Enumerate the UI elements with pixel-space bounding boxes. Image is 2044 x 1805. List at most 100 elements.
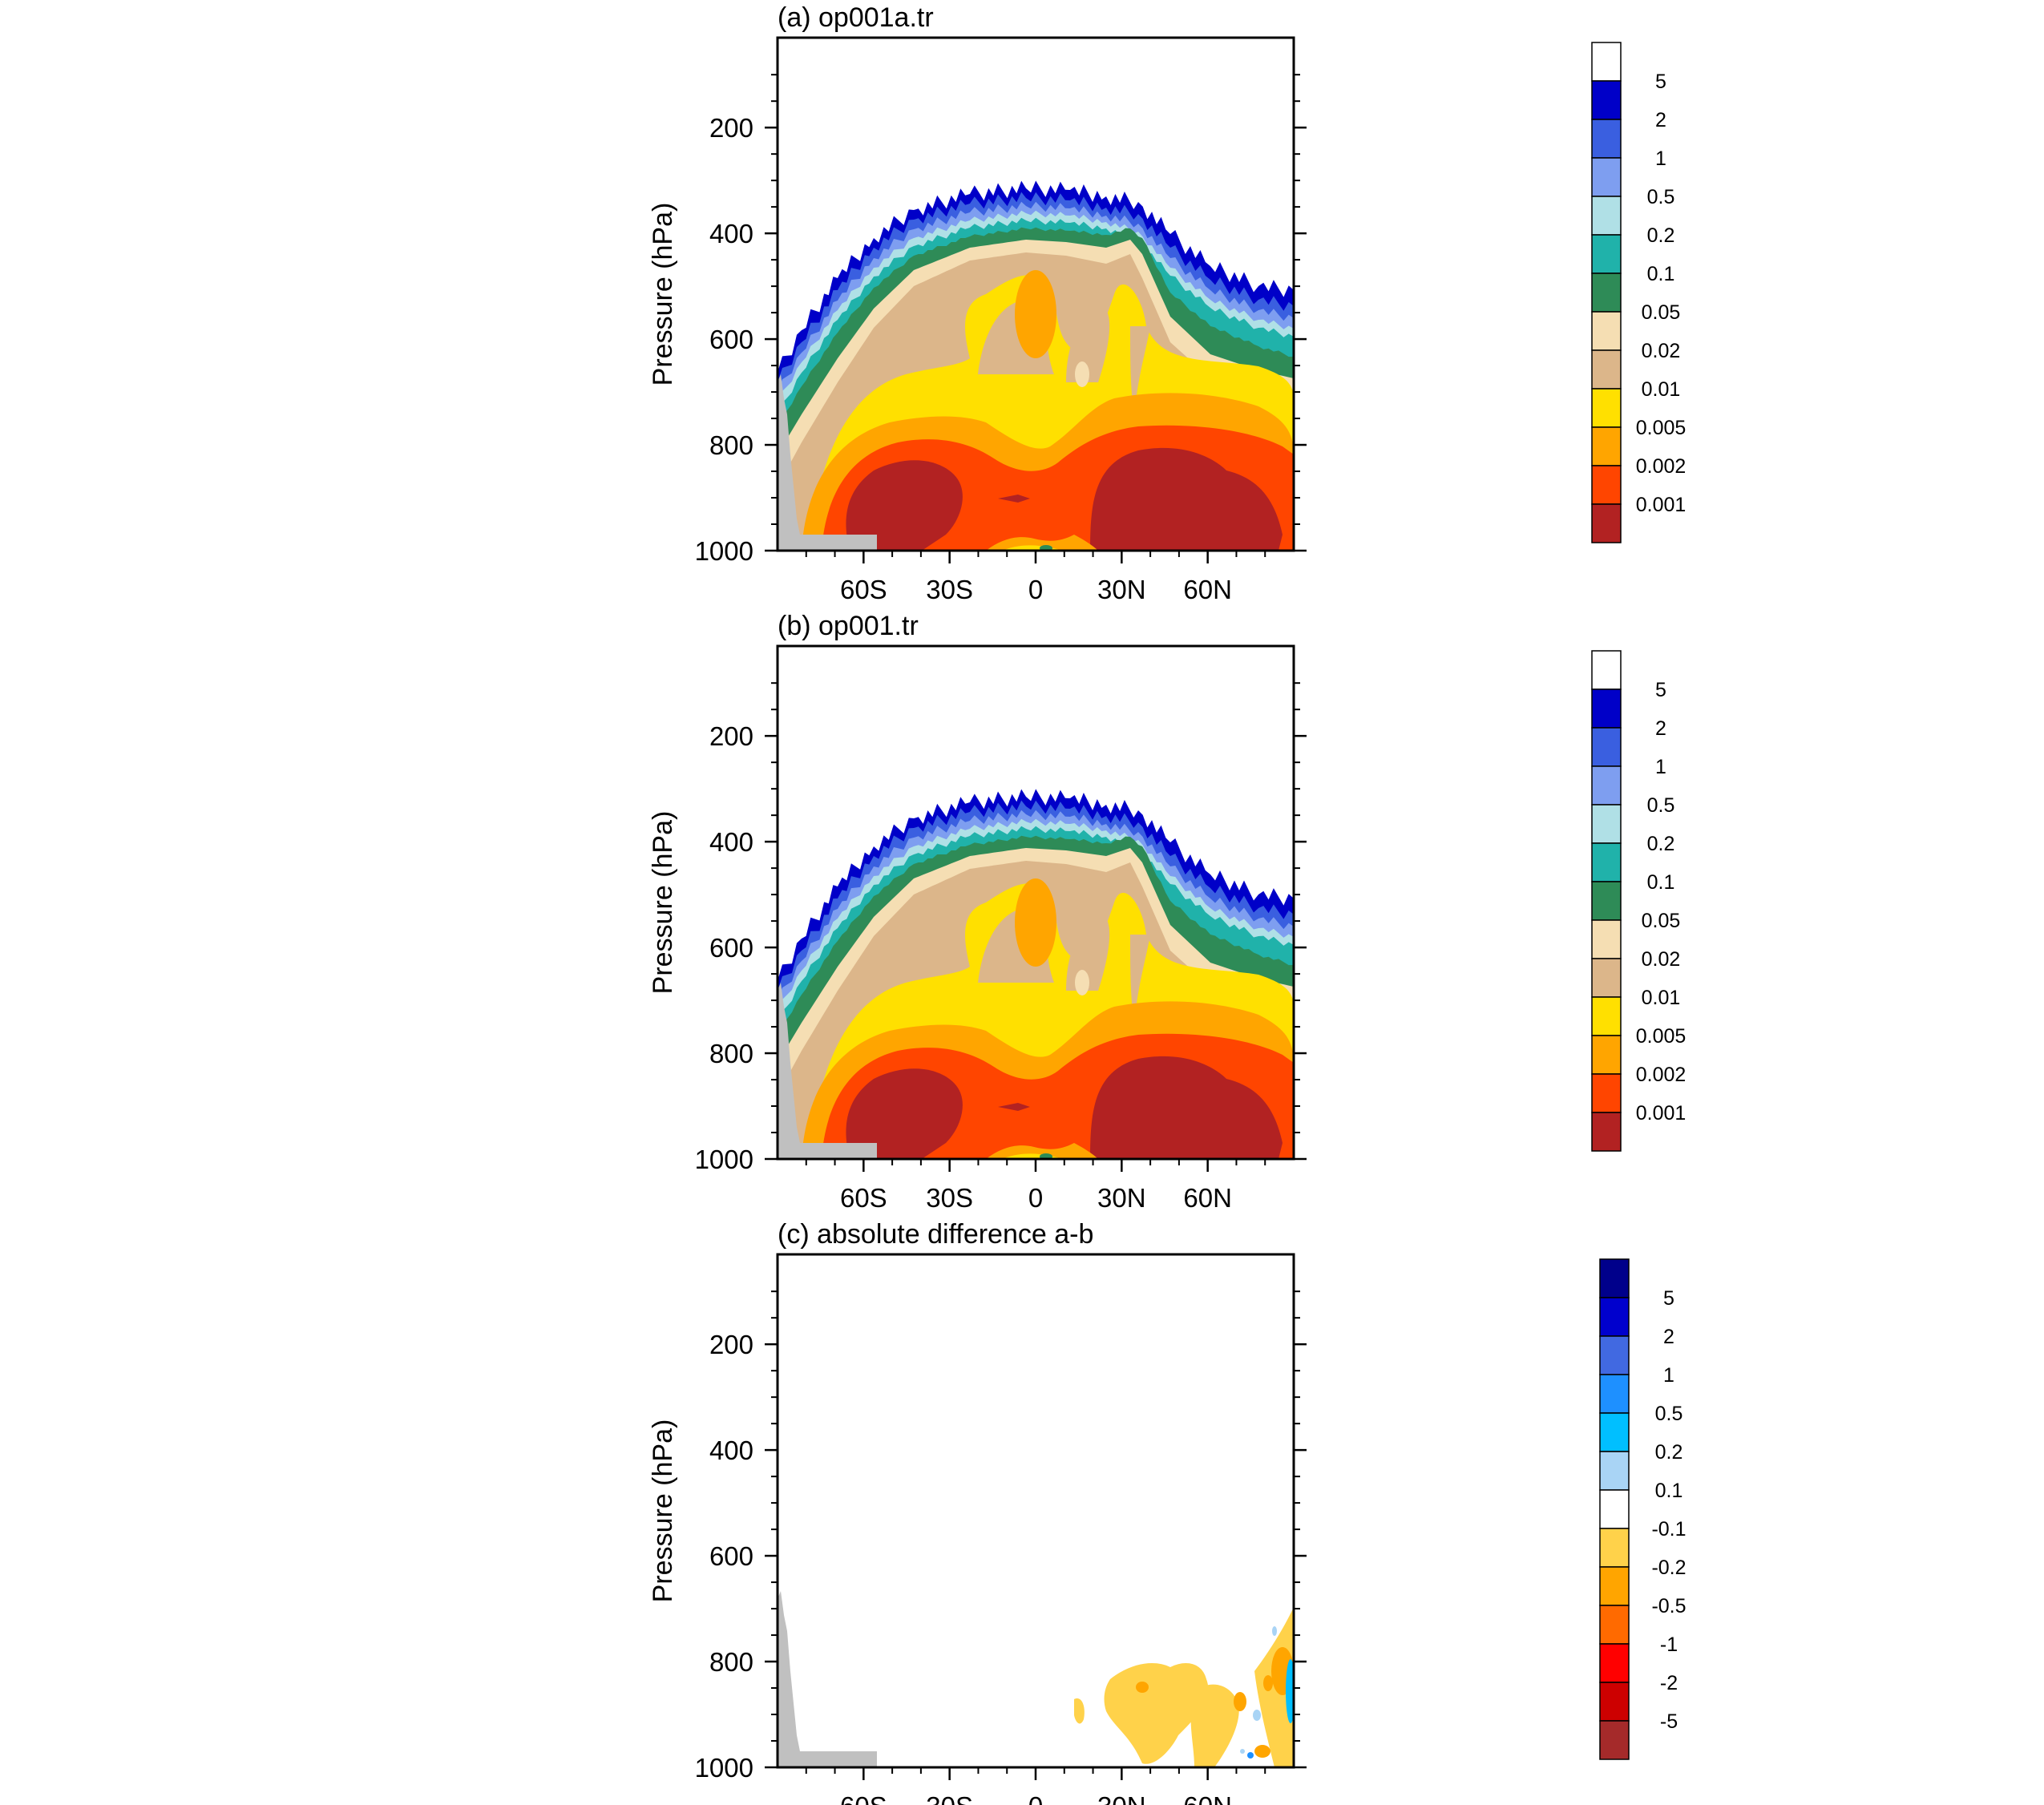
colorbar-box	[1591, 311, 1622, 351]
contour-band	[1066, 917, 1110, 991]
colorbar-label: 0.05	[1642, 910, 1681, 932]
colorbar: 5 2 1 0.5 0.2 0.1 0.05 0.02 0.01 0.005 0.002 0.001	[1591, 42, 1687, 543]
colorbar-label: 0.05	[1642, 301, 1681, 324]
contour-band	[1190, 1684, 1239, 1767]
colorbar-label: 5	[1655, 71, 1666, 93]
x-tick-label: 30S	[926, 1183, 973, 1213]
colorbar-box	[1591, 465, 1622, 505]
colorbar-label: 0.005	[1636, 417, 1687, 439]
x-tick-label: 60S	[840, 1791, 887, 1805]
colorbar-box	[1591, 650, 1622, 690]
colorbar-label: -5	[1660, 1710, 1678, 1733]
contour-band	[1040, 545, 1052, 551]
colorbar-box	[1599, 1297, 1630, 1337]
contour-band	[998, 1103, 1030, 1111]
x-tick-label: 0	[1028, 575, 1043, 604]
contour-band	[1040, 1153, 1052, 1159]
y-tick-label: 1000	[695, 536, 753, 566]
contour-band	[1254, 1745, 1270, 1758]
colorbar-label: 0.1	[1647, 263, 1675, 285]
contour-field	[778, 180, 1294, 551]
colorbar-label: 5	[1663, 1287, 1674, 1310]
colorbar-box	[1599, 1643, 1630, 1683]
x-tick-label: 30N	[1097, 1183, 1146, 1213]
colorbar-label: 0.5	[1647, 186, 1675, 208]
contour-band	[846, 1068, 963, 1159]
colorbar-label: 0.01	[1642, 378, 1681, 401]
contour-band	[1075, 361, 1089, 387]
colorbar-label: 0.2	[1647, 224, 1675, 247]
y-tick-label: 200	[709, 721, 753, 751]
contour-band	[846, 460, 963, 551]
x-tick-label: 30N	[1097, 1791, 1146, 1805]
x-tick-label: 60N	[1183, 1791, 1232, 1805]
colorbar-box	[1591, 196, 1622, 236]
axes: 200 400 600 800 1000 60S 30S 0 30N 60N	[695, 644, 1307, 1213]
colorbar-box	[1591, 804, 1622, 844]
y-tick-label: 400	[709, 1436, 753, 1465]
colorbar-box	[1591, 157, 1622, 197]
colorbar-label: 0.001	[1636, 1102, 1687, 1125]
colorbar-label: -2	[1660, 1672, 1678, 1694]
y-axis-label: Pressure (hPa)	[648, 1419, 678, 1603]
contour-band	[1136, 1682, 1149, 1693]
colorbar-box	[1591, 919, 1622, 959]
colorbar-label: 0.1	[1655, 1480, 1683, 1502]
colorbar-box	[1591, 842, 1622, 882]
colorbar-label: 0.005	[1636, 1025, 1687, 1048]
colorbar-box	[1591, 349, 1622, 390]
contour-field	[778, 789, 1294, 1159]
colorbar-box	[1591, 881, 1622, 921]
panel-title: (c) absolute difference a-b	[778, 1219, 1093, 1250]
colorbar-box	[1599, 1258, 1630, 1298]
contour-band	[1254, 1607, 1294, 1767]
y-tick-label: 600	[709, 933, 753, 963]
colorbar-box	[1599, 1335, 1630, 1375]
colorbar-box	[1591, 119, 1622, 159]
y-tick-label: 400	[709, 827, 753, 857]
colorbar-label: 0.002	[1636, 1064, 1687, 1086]
y-tick-label: 200	[709, 1330, 753, 1359]
contour-band	[1075, 970, 1089, 995]
colorbar-box	[1591, 503, 1622, 543]
y-axis-label: Pressure (hPa)	[648, 203, 678, 386]
contour-band	[998, 495, 1030, 503]
colorbar-box	[1599, 1528, 1630, 1568]
x-tick-label: 60S	[840, 575, 887, 604]
colorbar-box	[1591, 727, 1622, 767]
x-tick-label: 60S	[840, 1183, 887, 1213]
axes: 200 400 600 800 1000 60S 30S 0 30N 60N	[695, 36, 1307, 604]
contour-field	[778, 1591, 1294, 1767]
contour-band	[1090, 1056, 1283, 1159]
colorbar-box	[1591, 273, 1622, 313]
x-tick-label: 60N	[1183, 1183, 1232, 1213]
colorbar-box	[1591, 426, 1622, 466]
colorbar-box	[1599, 1720, 1630, 1760]
y-tick-label: 1000	[695, 1145, 753, 1174]
colorbar-box	[1599, 1682, 1630, 1722]
contour-band	[1130, 326, 1150, 414]
colorbar-label: 0.02	[1642, 948, 1681, 971]
colorbar-label: -0.2	[1651, 1557, 1686, 1579]
colorbar-box	[1591, 388, 1622, 428]
colorbar-label: 1	[1663, 1364, 1674, 1387]
contour-band	[1090, 447, 1283, 551]
colorbar-label: 0.02	[1642, 340, 1681, 362]
contour-band	[986, 535, 1098, 551]
colorbar-label: 5	[1655, 679, 1666, 701]
colorbar-label: 1	[1655, 756, 1666, 778]
colorbar-box	[1591, 1112, 1622, 1152]
contour-band	[1015, 878, 1056, 967]
x-tick-label: 30S	[926, 1791, 973, 1805]
colorbar-box	[1591, 996, 1622, 1036]
panel-title: (a) op001a.tr	[778, 2, 934, 33]
x-tick-label: 30N	[1097, 575, 1146, 604]
colorbar-box	[1599, 1374, 1630, 1414]
y-tick-label: 1000	[695, 1753, 753, 1783]
contour-band	[1272, 1626, 1277, 1636]
topography-mask	[778, 983, 877, 1159]
contour-band	[1074, 1698, 1085, 1724]
panel-a: 200 400 600 800 1000 60S 30S 0 30N 60N (a) op001a.…	[648, 2, 1686, 604]
panel-c: 200 400 600 800 1000 60S 30S 0 30N 60N (c) absolut…	[648, 1219, 1687, 1805]
contour-band	[1015, 270, 1056, 358]
